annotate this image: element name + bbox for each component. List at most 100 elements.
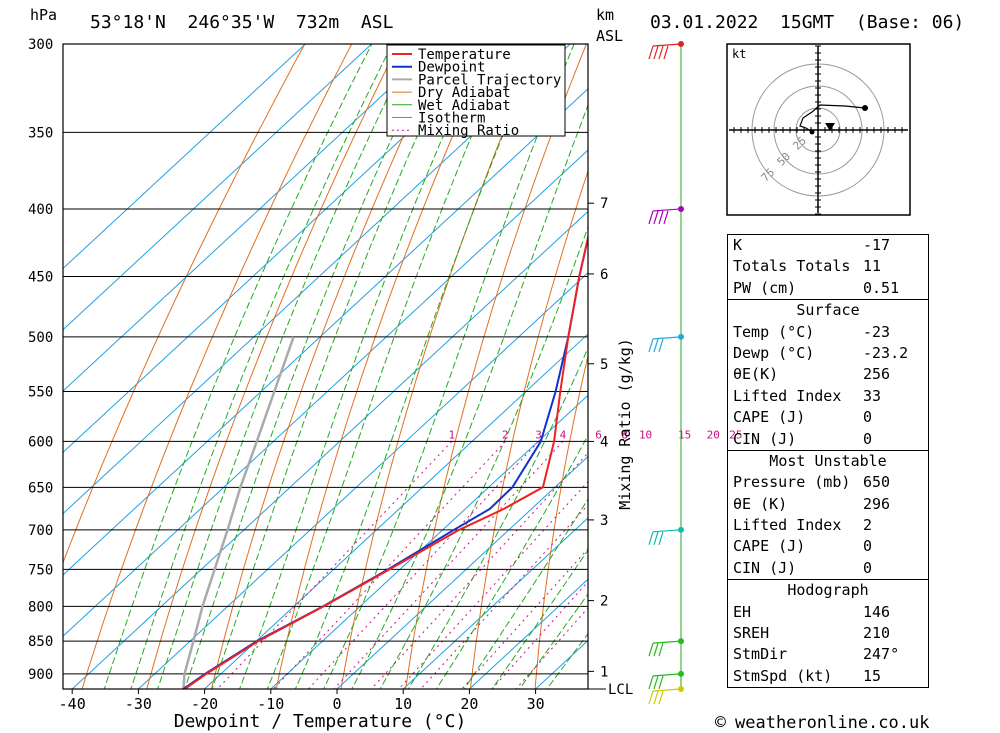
index-value: 0: [863, 429, 873, 448]
height-tick-label: 3: [600, 513, 608, 529]
legend-entry: Mixing Ratio: [418, 123, 519, 139]
wind-barb-flag: [663, 210, 669, 225]
index-label: Temp (°C): [733, 322, 815, 341]
height-tick-label: 5: [600, 357, 608, 373]
dry-adiabat-line: [405, 44, 587, 689]
mixing-ratio-label: 1: [448, 428, 455, 441]
hodograph-section: Hodograph EH 146 SREH 210 StmDir 247° StmSp…: [728, 580, 928, 689]
index-row: CIN (J) 0: [728, 429, 928, 450]
index-value: -17: [863, 236, 891, 254]
site-credit: weatheronline.co.uk: [735, 713, 929, 733]
index-label: EH: [733, 602, 752, 621]
wind-barb-flag: [653, 531, 659, 545]
copyright-icon: ©: [715, 712, 726, 733]
wind-barb-flag: [648, 690, 654, 705]
index-value: 15: [863, 666, 882, 685]
pressure-axis: 300 350 400 450 500 550 600 650 700 750 800 850 900: [28, 37, 53, 683]
index-label: Totals Totals: [733, 257, 851, 276]
index-value: -23.2: [863, 343, 909, 362]
wind-barb-flag: [648, 675, 654, 690]
dry-adiabat-line: [469, 169, 588, 689]
wind-barb-flag: [658, 675, 664, 690]
isotherm-line: [63, 149, 588, 637]
wind-barb-flag: [653, 210, 659, 225]
wind-barb-flag: [653, 45, 659, 60]
wet-adiabat-line: [157, 44, 415, 689]
index-value: 2: [863, 516, 873, 535]
index-label: SREH: [733, 624, 770, 643]
isotherm-line: [63, 44, 505, 454]
index-label: Dewp (°C): [733, 343, 815, 362]
dry-adiabat-line: [340, 44, 541, 689]
pressure-tick-label: 450: [28, 269, 53, 285]
wet-adiabat-line: [323, 44, 575, 689]
mixing-ratio-line: [333, 441, 564, 689]
isotherm-line: [402, 517, 588, 689]
temperature-tick-label: 30: [527, 695, 545, 713]
wind-barb-staff: [652, 43, 682, 47]
dry-adiabat-line: [63, 44, 306, 564]
pressure-tick-label: 800: [28, 599, 53, 615]
wet-adiabat-line: [294, 44, 542, 689]
dry-adiabat-line: [275, 44, 494, 689]
isotherm-line: [63, 44, 307, 270]
wind-barb-flag: [653, 642, 659, 657]
index-value: 146: [863, 602, 891, 621]
legend-entry: Parcel Trajectory: [418, 72, 561, 88]
index-label: Pressure (mb): [733, 473, 851, 492]
wind-barb-flag: [658, 210, 664, 225]
isotherm-line: [137, 272, 588, 689]
wind-barb-flag: [653, 675, 659, 690]
index-value: 247°: [863, 645, 900, 664]
lcl-label: LCL: [608, 682, 633, 698]
legend-box: [386, 44, 566, 137]
index-label: CIN (J): [733, 558, 797, 577]
wind-barb-flag: [658, 338, 664, 353]
index-row: Totals Totals 11: [728, 256, 928, 277]
index-label: K: [733, 236, 743, 254]
mixing-ratio-label: 3: [535, 428, 542, 441]
isotherm-line: [336, 455, 588, 689]
mixing-ratio-label: 8: [621, 428, 628, 441]
mixing-ratio-label: 25: [729, 428, 742, 441]
wet-adiabat-line: [238, 44, 485, 689]
section-title: Surface: [796, 301, 860, 320]
index-row: StmDir 247°: [728, 644, 928, 665]
wet-adiabat-line: [351, 103, 588, 689]
asl-label: ASL: [596, 27, 623, 45]
mixing-ratio-line: [420, 504, 588, 689]
index-label: Lifted Index: [733, 516, 842, 535]
pressure-tick-label: 900: [28, 667, 53, 683]
most-unstable-section: Most Unstable Pressure (mb) 650 θE (K) 296…: [728, 451, 928, 581]
index-value: 650: [863, 473, 891, 492]
wind-barb-flag: [648, 338, 654, 353]
mixing-ratio-line: [370, 452, 588, 689]
height-tick-label: 6: [600, 267, 608, 283]
temperature-tick-label: -20: [191, 695, 218, 713]
index-label: StmDir: [733, 645, 788, 664]
storm-motion-marker: [825, 123, 835, 131]
wind-barb-staff: [652, 208, 682, 212]
height-tick-label: 4: [600, 434, 608, 450]
hodograph-end-dot: [862, 105, 868, 111]
wind-barb-flag: [653, 338, 659, 353]
pressure-tick-label: 400: [28, 202, 53, 218]
x-axis-title: Dewpoint / Temperature (°C): [174, 711, 467, 732]
mixing-ratio-label: 20: [707, 428, 720, 441]
pressure-tick-label: 650: [28, 480, 53, 496]
pressure-tick-label: 850: [28, 634, 53, 650]
wet-adiabat-line: [491, 549, 588, 689]
index-value: 0: [863, 408, 873, 427]
datetime-label: 03.01.2022 15GMT (Base: 06): [650, 12, 964, 33]
index-value: 296: [863, 494, 891, 513]
wind-barb-flag: [653, 690, 659, 705]
height-tick-label: 7: [600, 196, 608, 212]
pressure-tick-label: 700: [28, 523, 53, 539]
index-row: θE (K) 296: [728, 494, 928, 515]
wind-barb-staff: [652, 529, 682, 533]
pressure-tick-label: 300: [28, 37, 53, 53]
